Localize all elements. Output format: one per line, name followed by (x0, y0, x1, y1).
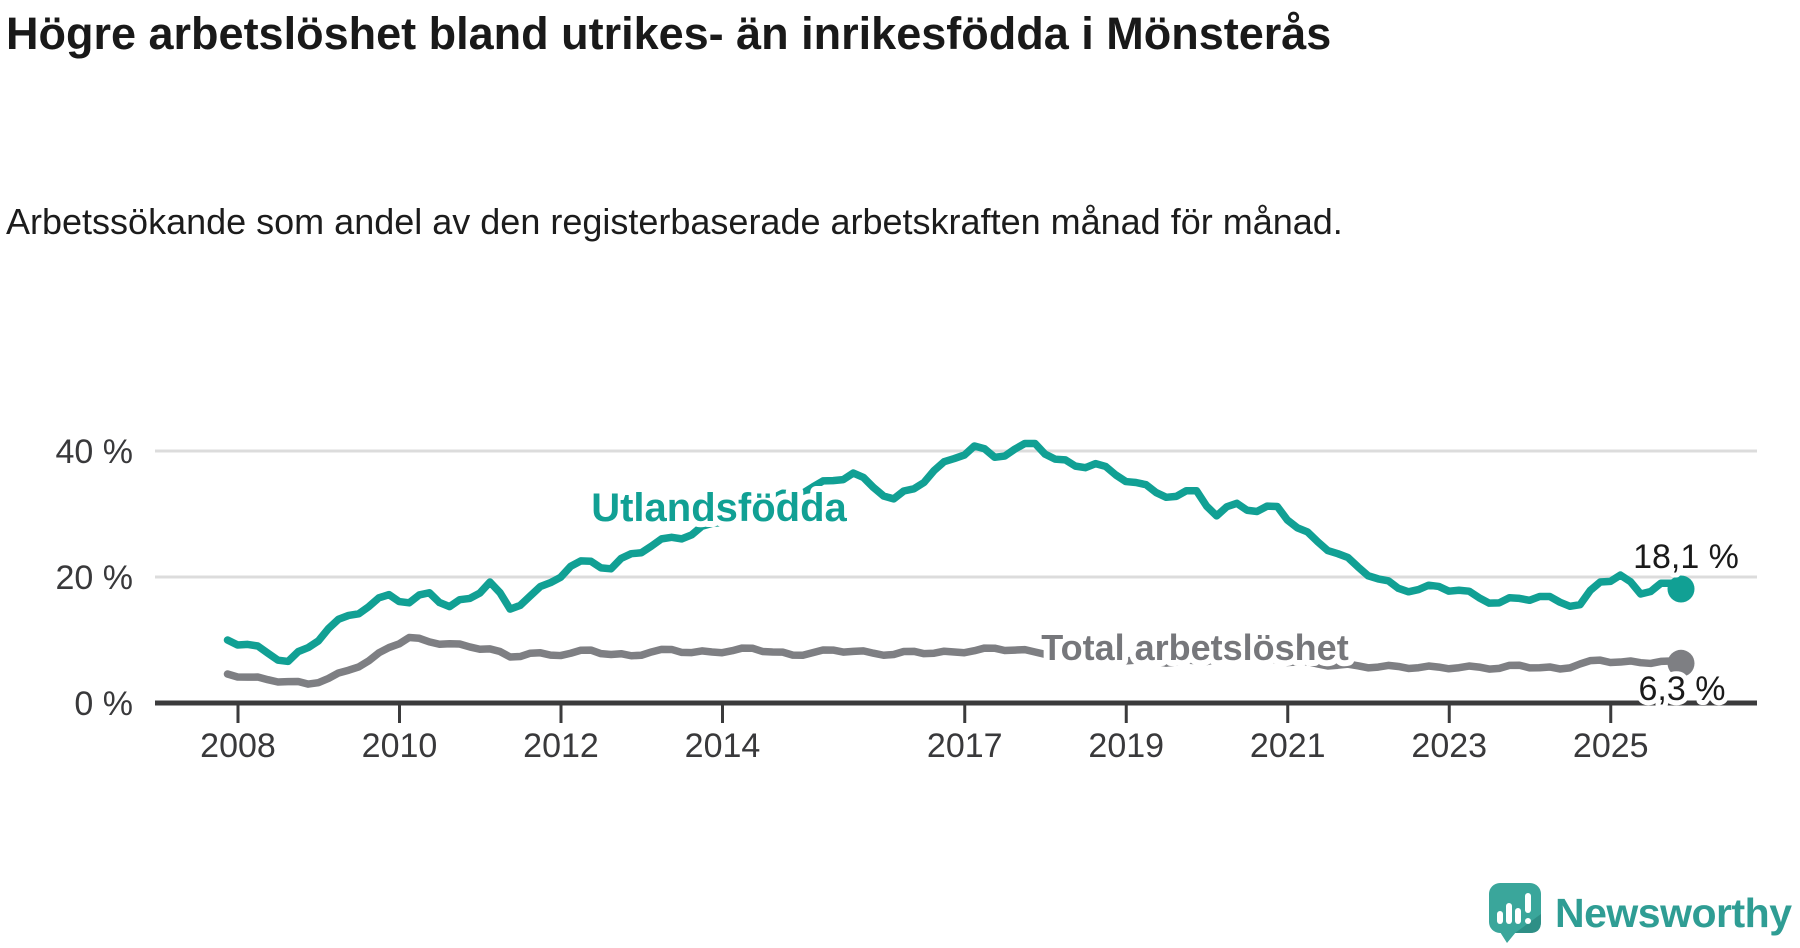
y-axis-tick-label: 40 % (56, 433, 134, 471)
x-axis-tick-label: 2025 (1573, 727, 1649, 765)
series-end-dot-1 (1667, 649, 1695, 677)
newsworthy-wordmark: Newsworthy (1555, 889, 1792, 936)
series-label-total-arbetsloshet: Total arbetslöshet (1041, 627, 1348, 668)
series-end-dots (1667, 575, 1695, 677)
x-axis-tick-label: 2019 (1088, 727, 1164, 765)
series-end-dot-0 (1667, 575, 1695, 603)
page-title: Högre arbetslöshet bland utrikes- än inr… (6, 8, 1332, 59)
x-axis-tick-label: 2021 (1250, 727, 1326, 765)
newsworthy-logo: Newsworthy (1488, 882, 1792, 944)
series-line-1 (223, 633, 1685, 688)
x-axis-tick-label: 2023 (1411, 727, 1487, 765)
x-axis-tick-label: 2010 (362, 727, 438, 765)
series-lines (223, 439, 1685, 688)
x-axis: 2008 2010 2012 2014 2017 2019 2021 2023 2025 (155, 700, 1757, 765)
gridlines: 0 % 20 % 40 % (56, 433, 1757, 723)
y-axis-tick-label: 0 % (74, 685, 133, 723)
newsworthy-bubble-chart-icon (1489, 883, 1541, 943)
x-axis-tick-label: 2008 (200, 727, 276, 765)
x-axis-tick-label: 2017 (927, 727, 1003, 765)
end-value-label-utlandsfodda: 18,1 % (1633, 538, 1739, 576)
series-label-utlandsfodda: Utlandsfödda (591, 486, 847, 530)
series-line-0 (223, 439, 1685, 666)
y-axis-tick-label: 20 % (56, 559, 134, 597)
x-axis-tick-label: 2014 (685, 727, 761, 765)
end-value-label-total: 6,3 % (1639, 670, 1726, 708)
x-axis-tick-label: 2012 (523, 727, 599, 765)
chart-subtitle: Arbetssökande som andel av den registerb… (6, 201, 1343, 242)
